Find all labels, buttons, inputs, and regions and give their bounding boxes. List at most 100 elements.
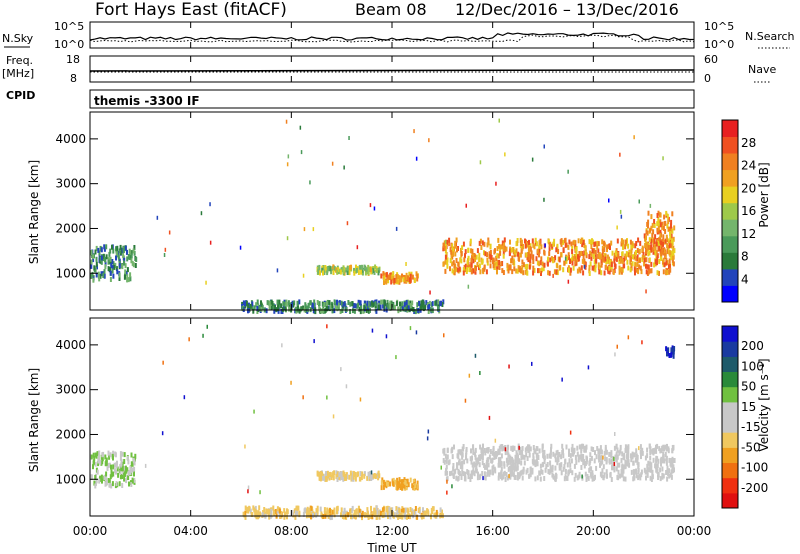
data-cell xyxy=(496,260,499,265)
data-cell xyxy=(106,465,109,471)
data-cell xyxy=(268,514,271,520)
data-cell xyxy=(599,455,602,461)
data-cell xyxy=(348,270,351,276)
data-cell xyxy=(302,395,304,400)
data-cell xyxy=(614,432,616,436)
data-cell xyxy=(656,253,659,259)
data-cell xyxy=(382,299,385,305)
data-cell xyxy=(630,457,633,463)
data-cell xyxy=(95,480,97,486)
data-cell xyxy=(363,512,366,518)
data-cell xyxy=(655,254,658,260)
data-cell xyxy=(532,270,535,276)
data-region-3 xyxy=(380,271,419,285)
data-cell xyxy=(495,256,498,262)
data-cell xyxy=(622,263,625,269)
data-cell xyxy=(619,152,621,157)
data-cell xyxy=(125,478,128,484)
data-cell xyxy=(552,258,555,264)
data-cell xyxy=(367,270,370,276)
data-cell xyxy=(629,267,632,273)
data-cell xyxy=(519,268,522,274)
data-cell xyxy=(363,300,366,306)
data-cell xyxy=(552,241,555,247)
data-cell xyxy=(578,454,581,460)
data-cell xyxy=(583,463,586,469)
data-cell xyxy=(662,241,664,247)
data-cell xyxy=(591,248,594,254)
data-cell xyxy=(458,460,460,466)
data-cell xyxy=(608,451,611,457)
data-cell xyxy=(583,447,586,453)
data-cell xyxy=(358,264,361,270)
data-cell xyxy=(577,457,580,463)
data-cell xyxy=(638,248,641,254)
data-cell xyxy=(533,244,536,250)
y-tick-label: 4000 xyxy=(55,338,86,352)
data-cell xyxy=(536,260,539,266)
data-cell xyxy=(636,261,639,267)
data-cell xyxy=(450,470,453,476)
data-cell xyxy=(405,262,407,266)
data-cell xyxy=(367,512,369,518)
data-cell xyxy=(501,444,504,449)
data-cell xyxy=(381,477,384,483)
data-cell xyxy=(110,263,113,269)
colorbar-segment xyxy=(722,186,738,204)
data-cell xyxy=(92,464,94,470)
data-cell xyxy=(608,265,611,271)
data-cell xyxy=(532,456,535,462)
data-cell xyxy=(584,250,587,256)
data-cell xyxy=(259,490,261,495)
colorbar-segment xyxy=(722,252,738,270)
data-cell xyxy=(93,265,96,271)
data-cell xyxy=(515,241,518,247)
data-cell xyxy=(367,300,370,306)
data-cell xyxy=(489,257,492,263)
data-cell xyxy=(475,457,478,463)
data-cell xyxy=(125,270,128,276)
data-cell xyxy=(582,254,585,260)
colorbar-segment xyxy=(722,432,738,448)
data-cell xyxy=(640,472,643,478)
data-cell xyxy=(446,263,449,269)
data-cell xyxy=(595,258,598,264)
data-cell xyxy=(373,270,376,275)
data-cell xyxy=(665,260,668,266)
data-cell xyxy=(457,261,460,267)
noise-right-tick-top: 10^5 xyxy=(704,20,734,33)
data-cell xyxy=(640,454,642,460)
data-cell xyxy=(649,203,652,208)
scatter-echoes xyxy=(156,118,664,295)
data-cell xyxy=(605,469,608,475)
data-cell xyxy=(641,340,643,345)
data-cell xyxy=(534,460,537,466)
data-cell xyxy=(540,256,543,262)
data-cell xyxy=(650,225,653,231)
cpid-panel-frame xyxy=(89,89,695,109)
data-cell xyxy=(558,452,561,457)
data-cell xyxy=(358,506,360,512)
data-cell xyxy=(90,259,93,265)
data-cell xyxy=(443,245,446,251)
data-cell xyxy=(90,250,93,255)
data-cell xyxy=(662,257,665,263)
data-cell xyxy=(597,262,600,268)
data-cell xyxy=(589,458,592,464)
data-cell xyxy=(630,262,633,268)
data-cell xyxy=(505,246,508,252)
data-cell xyxy=(600,455,603,460)
data-cell xyxy=(588,254,591,260)
data-cell xyxy=(130,258,133,264)
data-cell xyxy=(608,243,611,249)
data-cell xyxy=(462,444,465,449)
data-cell xyxy=(412,478,415,484)
data-cell xyxy=(666,443,668,449)
data-cell xyxy=(342,511,345,517)
data-cell xyxy=(382,271,385,277)
data-cell xyxy=(389,300,392,306)
data-cell xyxy=(354,509,356,515)
data-cell xyxy=(98,450,101,456)
data-cell xyxy=(360,303,362,309)
data-cell xyxy=(479,444,482,450)
